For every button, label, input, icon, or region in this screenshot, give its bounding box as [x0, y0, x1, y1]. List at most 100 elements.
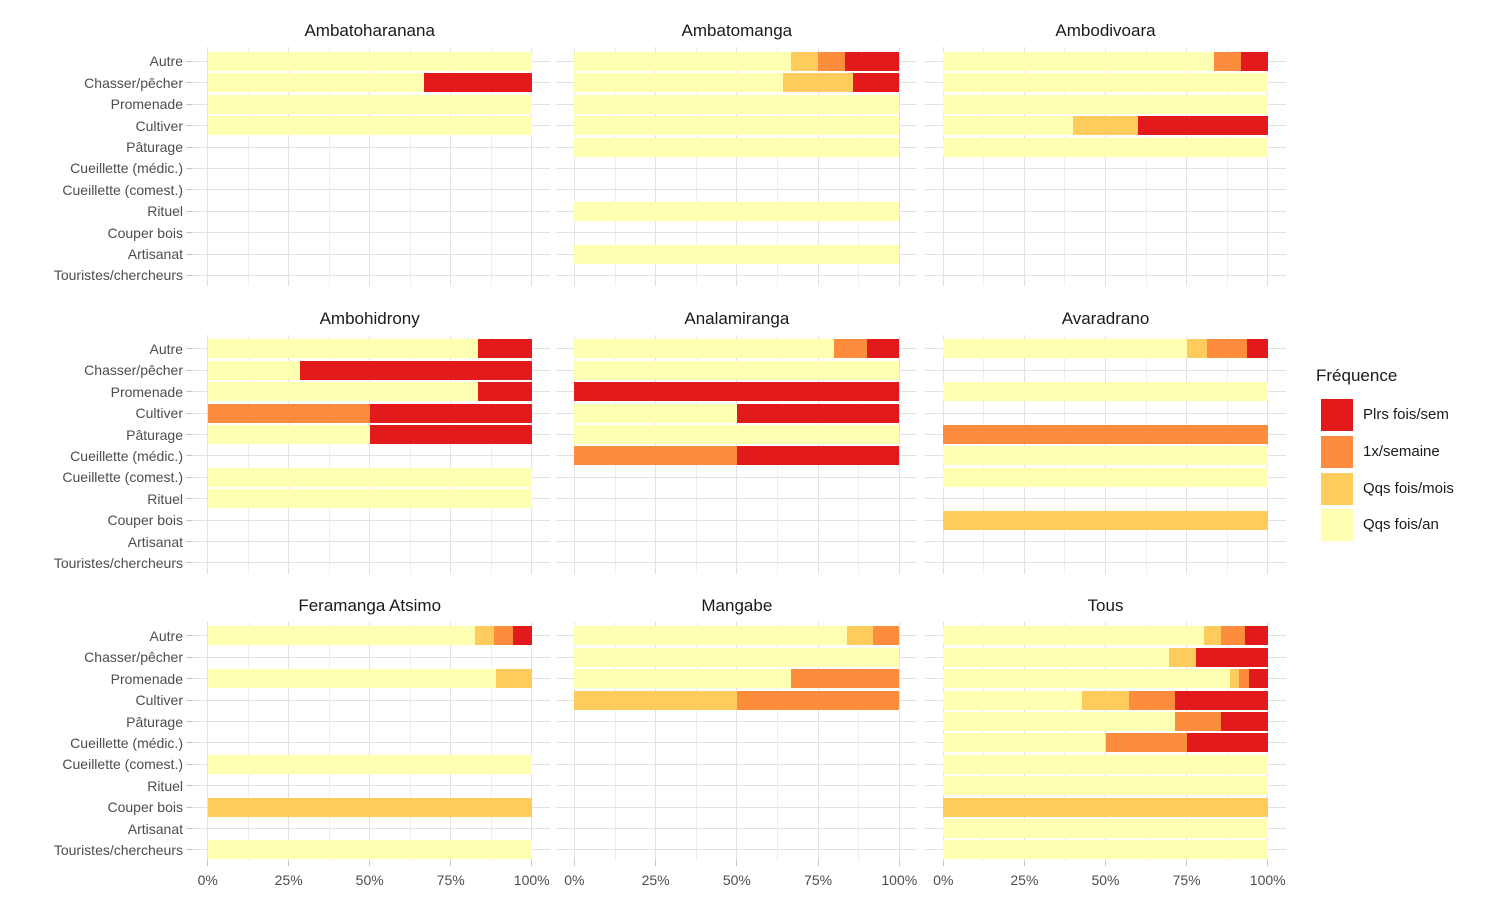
- gridline-vertical-major: [1186, 47, 1188, 286]
- gridline-vertical-major: [898, 621, 900, 861]
- bar-segment-qqs-fois-mois: [1082, 690, 1129, 710]
- gridline-horizontal: [556, 455, 918, 457]
- y-axis-tick: [186, 125, 192, 127]
- bar-segment-plrs-fois-sem: [736, 403, 900, 423]
- x-axis-tick: [817, 861, 819, 866]
- gridline-horizontal: [925, 253, 1286, 255]
- gridline-vertical-minor: [328, 47, 330, 286]
- bar-segment-qqs-fois-mois: [1186, 339, 1207, 359]
- y-axis-label-artisanat: Artisanat: [127, 533, 183, 550]
- bar-segment-qqs-fois-an: [574, 360, 900, 380]
- bar-segment-qqs-fois-an: [943, 647, 1170, 667]
- y-axis-label-touristes-chercheurs: Touristes/chercheurs: [53, 267, 183, 284]
- gridline-horizontal: [925, 562, 1286, 564]
- gridline-vertical-major: [288, 621, 290, 861]
- bar-segment-qqs-fois-an: [207, 94, 532, 114]
- bar-segment-qqs-fois-an: [574, 244, 900, 264]
- bar-segment-1x-semaine: [493, 626, 513, 646]
- x-axis-tick-label: 50%: [355, 872, 384, 888]
- bar-segment-qqs-fois-mois: [495, 669, 532, 689]
- bar-segment-qqs-fois-an: [943, 690, 1083, 710]
- gridline-horizontal: [925, 189, 1286, 191]
- bar-segment-plrs-fois-sem: [512, 626, 532, 646]
- gridline-horizontal: [925, 498, 1286, 500]
- y-axis-label-promenade: Promenade: [110, 383, 183, 400]
- y-axis-label-chasser-p-cher: Chasser/pêcher: [84, 649, 183, 666]
- gridline-vertical-major: [573, 621, 575, 861]
- y-axis-tick: [186, 60, 192, 62]
- gridline-vertical-major: [288, 334, 290, 574]
- y-axis-label-autre: Autre: [149, 340, 183, 357]
- bar-segment-qqs-fois-an: [574, 137, 900, 157]
- y-axis-label-p-turage: Pâturage: [126, 713, 183, 730]
- bar-segment-qqs-fois-an: [207, 489, 532, 509]
- x-axis-tick: [207, 861, 209, 866]
- bar-segment-qqs-fois-an: [207, 73, 424, 93]
- bar-segment-qqs-fois-an: [943, 669, 1231, 689]
- gridline-horizontal: [189, 210, 550, 212]
- gridline-horizontal: [189, 541, 550, 542]
- gridline-vertical-major: [898, 334, 900, 574]
- gridline-vertical-minor: [695, 621, 697, 861]
- bar-segment-plrs-fois-sem: [300, 360, 532, 380]
- gridline-vertical-major: [450, 621, 452, 861]
- gridline-vertical-major: [531, 621, 533, 861]
- y-axis-label-touristes-chercheurs: Touristes/chercheurs: [53, 554, 183, 571]
- bar-segment-qqs-fois-an: [574, 116, 900, 136]
- gridline-horizontal: [189, 721, 550, 722]
- y-axis-label-couper-bois: Couper bois: [107, 799, 184, 816]
- x-axis-tick-label: 75%: [804, 872, 833, 888]
- y-axis-tick: [186, 167, 192, 169]
- gridline-vertical-minor: [490, 334, 492, 574]
- gridline-vertical-minor: [1226, 47, 1228, 286]
- legend-swatch-qqs-fois-mois: [1321, 472, 1353, 505]
- y-axis-tick: [186, 519, 192, 521]
- panel-title-ambatoharanana: Ambatoharanana: [304, 21, 435, 40]
- gridline-horizontal: [556, 498, 918, 500]
- bar-segment-qqs-fois-an: [943, 116, 1074, 136]
- y-axis-label-cueillette-m-dic: Cueillette (médic.): [70, 734, 183, 751]
- gridline-horizontal: [556, 412, 918, 414]
- bar-segment-qqs-fois-an: [943, 339, 1187, 359]
- bar-segment-qqs-fois-mois: [783, 73, 853, 93]
- y-axis-label-artisanat: Artisanat: [127, 246, 183, 262]
- y-axis-tick: [186, 498, 192, 500]
- gridline-horizontal: [189, 519, 550, 521]
- gridline-horizontal: [189, 785, 550, 787]
- bar-segment-1x-semaine: [791, 669, 900, 689]
- bar-segment-qqs-fois-an: [207, 425, 370, 444]
- gridline-vertical-minor: [858, 47, 860, 286]
- bar-segment-qqs-fois-an: [943, 840, 1268, 860]
- x-axis-tick: [1267, 861, 1269, 866]
- y-axis-tick: [186, 828, 192, 829]
- bar-segment-qqs-fois-an: [207, 116, 532, 136]
- gridline-vertical-major: [1023, 47, 1025, 286]
- legend-swatch-qqs-fois-an: [1321, 509, 1353, 542]
- bar-segment-plrs-fois-sem: [1137, 116, 1268, 136]
- bar-segment-1x-semaine: [1174, 712, 1222, 731]
- x-axis-tick-label: 75%: [436, 872, 465, 888]
- y-axis-label-promenade: Promenade: [110, 96, 183, 113]
- gridline-horizontal: [189, 274, 550, 276]
- y-axis-tick: [186, 369, 192, 371]
- bar-segment-plrs-fois-sem: [423, 73, 532, 93]
- legend-swatch-1x-semaine: [1321, 435, 1353, 468]
- gridline-horizontal: [556, 232, 918, 234]
- bar-segment-qqs-fois-an: [943, 712, 1175, 731]
- bar-segment-qqs-fois-an: [207, 360, 301, 380]
- gridline-vertical-major: [1267, 334, 1269, 574]
- bar-segment-1x-semaine: [1220, 626, 1245, 646]
- y-axis-label-p-turage: Pâturage: [126, 139, 183, 155]
- bar-segment-plrs-fois-sem: [1196, 647, 1268, 667]
- x-axis-tick-label: 0%: [197, 872, 218, 888]
- x-axis-tick: [1186, 861, 1188, 866]
- y-axis-label-autre: Autre: [149, 53, 183, 70]
- gridline-vertical-major: [207, 47, 209, 286]
- gridline-vertical-major: [369, 47, 371, 286]
- bar-segment-qqs-fois-mois: [943, 797, 1268, 817]
- y-axis-label-couper-bois: Couper bois: [107, 224, 184, 241]
- x-axis-tick: [369, 861, 371, 866]
- bar-segment-plrs-fois-sem: [477, 339, 532, 359]
- bar-segment-qqs-fois-an: [943, 73, 1268, 93]
- y-axis-tick: [186, 699, 192, 701]
